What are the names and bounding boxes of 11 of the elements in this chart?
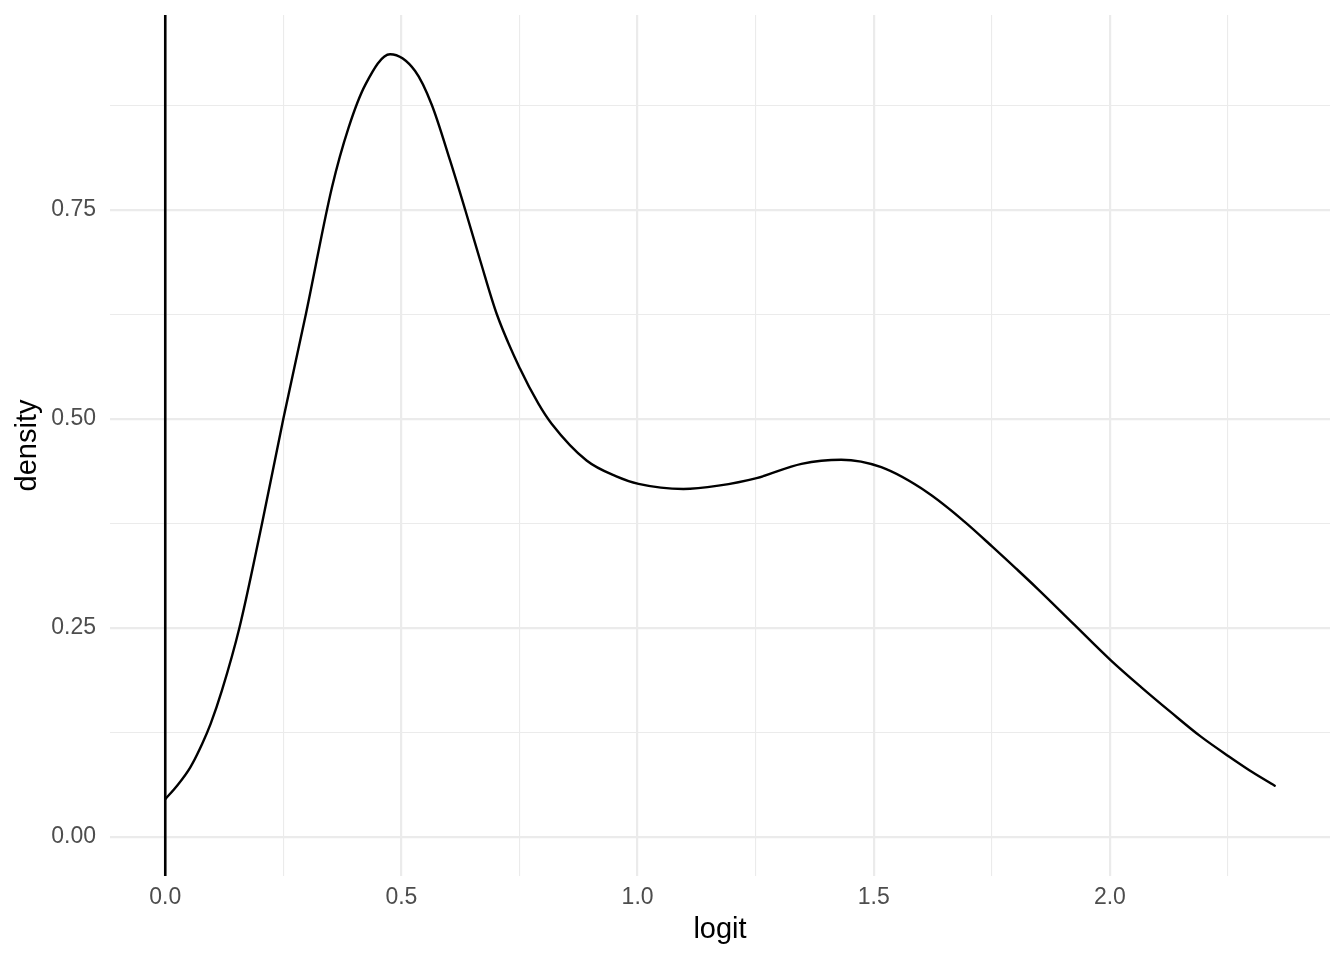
y-tick-label: 0.25 [51, 613, 96, 640]
y-tick-label: 0.50 [51, 404, 96, 431]
y-tick-label: 0.00 [51, 822, 96, 849]
x-tick-label: 0.0 [149, 883, 182, 910]
x-tick-label: 2.0 [1093, 883, 1126, 910]
x-tick-label: 1.0 [621, 883, 654, 910]
x-tick-label: 1.5 [857, 883, 890, 910]
y-axis-title: density [10, 399, 43, 492]
x-axis-title: logit [693, 911, 747, 944]
x-tick-label: 0.5 [385, 883, 418, 910]
y-tick-label: 0.75 [51, 195, 96, 222]
